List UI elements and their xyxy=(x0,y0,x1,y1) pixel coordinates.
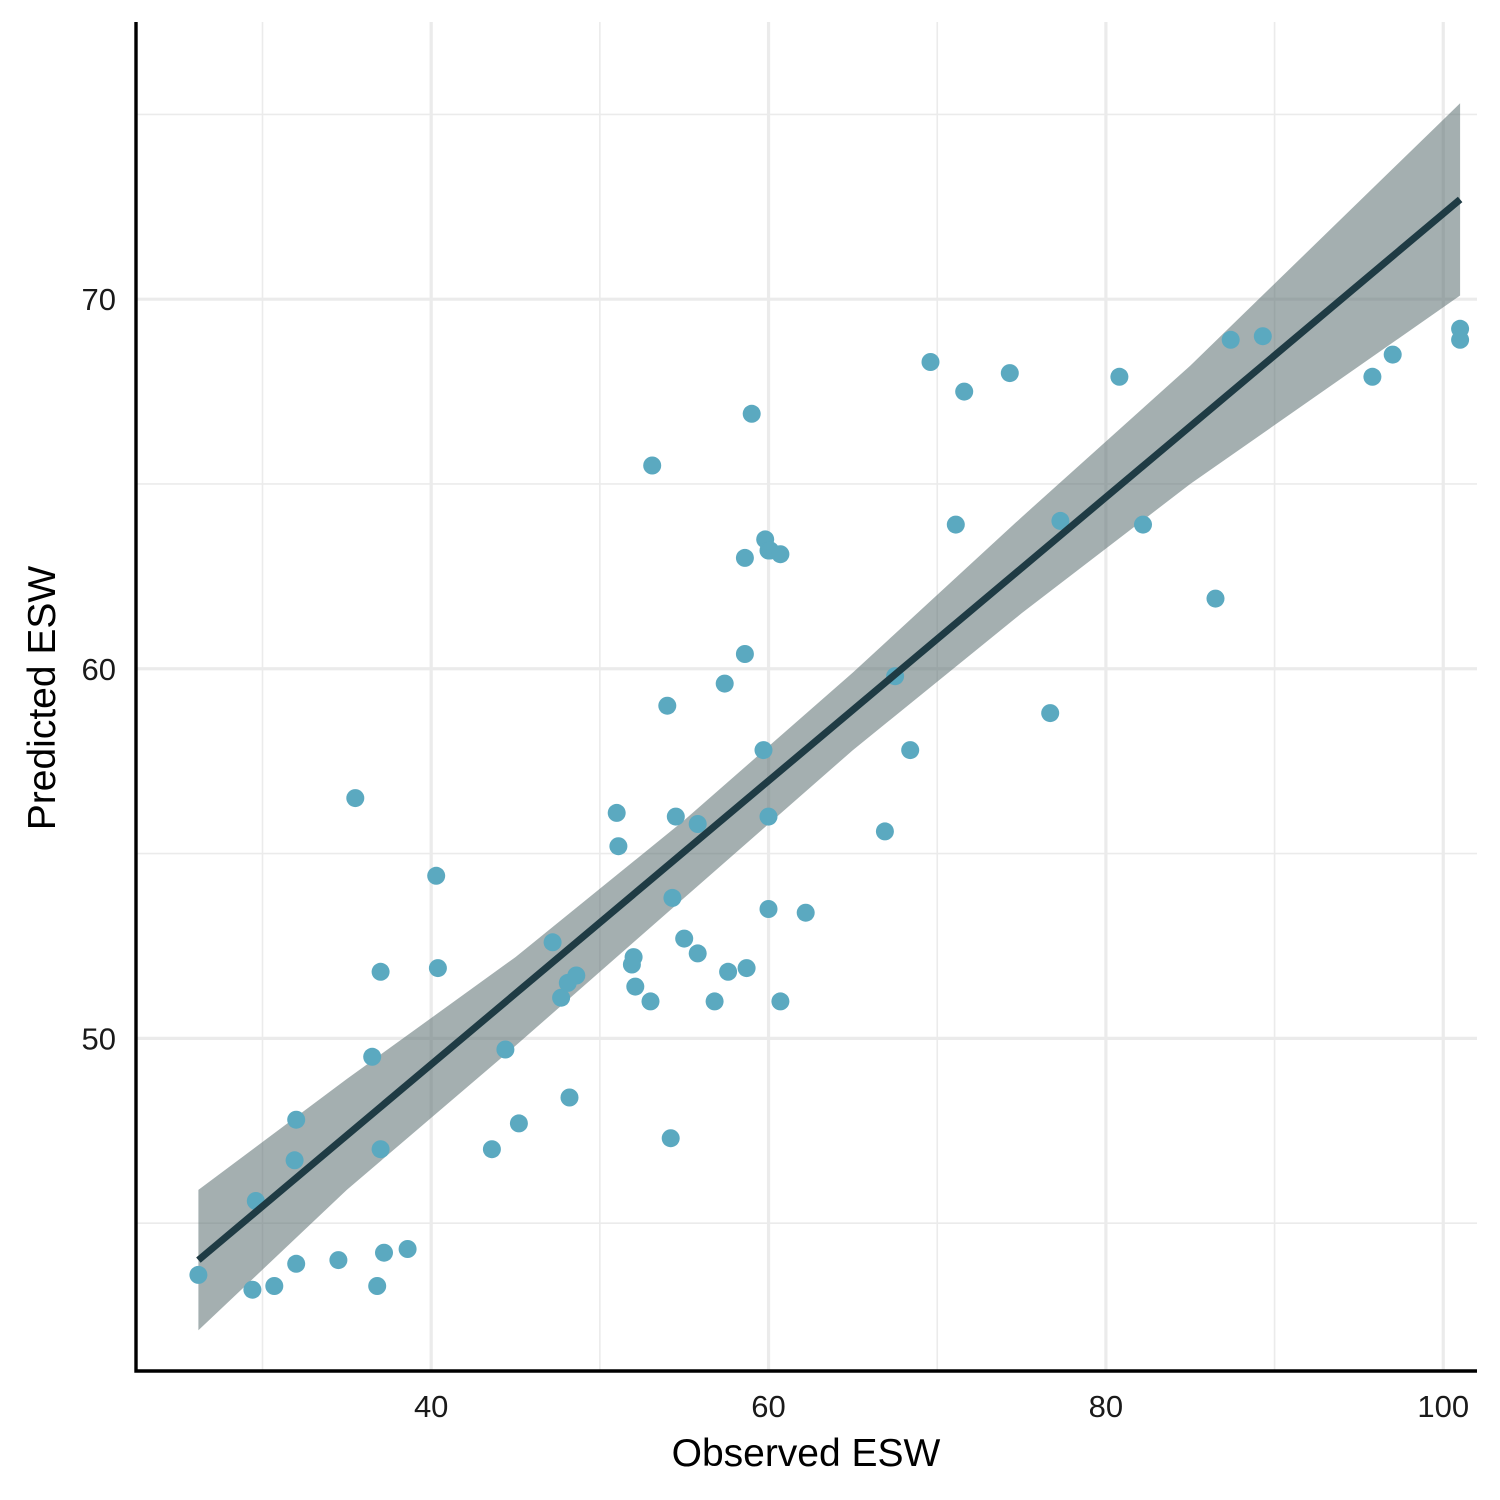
data-point xyxy=(771,545,790,564)
y-axis-title: Predicted ESW xyxy=(21,566,64,831)
y-tick-label: 70 xyxy=(82,282,116,317)
data-point xyxy=(363,1047,382,1066)
data-point xyxy=(1110,367,1129,386)
data-point xyxy=(1383,345,1402,364)
data-point xyxy=(375,1243,393,1262)
data-point xyxy=(496,1040,515,1059)
data-point xyxy=(663,888,682,907)
data-point xyxy=(609,837,628,856)
axes xyxy=(134,22,1477,1373)
data-point xyxy=(482,1140,501,1159)
data-point xyxy=(243,1280,262,1299)
data-point xyxy=(705,992,724,1011)
data-point xyxy=(1221,330,1240,349)
data-point xyxy=(607,803,626,822)
confidence-band xyxy=(198,103,1461,1331)
data-point xyxy=(796,903,815,922)
data-point xyxy=(626,977,645,996)
axis-lines xyxy=(134,22,1477,1373)
data-point xyxy=(735,548,754,567)
data-point xyxy=(754,741,773,760)
data-point xyxy=(737,959,756,978)
data-point xyxy=(329,1251,348,1270)
data-point xyxy=(759,900,778,918)
data-point xyxy=(368,1277,387,1295)
x-axis-title: Observed ESW xyxy=(672,1432,941,1475)
data-point xyxy=(742,404,761,423)
data-point xyxy=(287,1110,306,1129)
data-point xyxy=(666,807,685,826)
data-point xyxy=(735,645,754,663)
y-tick-label: 50 xyxy=(82,1021,116,1056)
data-point xyxy=(675,929,694,948)
data-point xyxy=(719,962,738,981)
data-point xyxy=(398,1240,417,1258)
data-point xyxy=(1000,364,1019,383)
data-point xyxy=(901,741,920,760)
data-point xyxy=(921,353,940,371)
data-point xyxy=(1041,704,1060,723)
confidence-band-layer xyxy=(198,103,1461,1331)
data-point xyxy=(688,815,707,833)
data-point xyxy=(509,1114,528,1133)
tick-labels: 40 60 80 100 50 60 70 xyxy=(82,282,1470,1424)
data-point xyxy=(285,1151,304,1170)
data-point xyxy=(1051,511,1070,530)
data-point xyxy=(771,992,790,1011)
data-point xyxy=(428,959,447,978)
data-point xyxy=(371,962,390,981)
data-point xyxy=(661,1129,680,1148)
data-point xyxy=(552,988,571,1007)
data-point xyxy=(427,866,446,885)
data-points xyxy=(189,319,1470,1299)
data-point xyxy=(624,948,643,967)
data-point xyxy=(688,944,707,963)
data-point xyxy=(560,1088,579,1107)
data-point xyxy=(946,515,965,534)
x-tick-label: 40 xyxy=(414,1389,448,1424)
data-point xyxy=(1253,327,1272,346)
data-point xyxy=(955,382,974,401)
data-point xyxy=(658,696,677,715)
data-point xyxy=(346,789,365,808)
x-tick-label: 80 xyxy=(1089,1389,1123,1424)
fit-line-layer xyxy=(196,196,1463,1263)
data-point xyxy=(759,807,778,826)
data-point xyxy=(1134,515,1152,534)
data-point xyxy=(1363,367,1382,386)
regression-line xyxy=(196,196,1463,1263)
data-point xyxy=(265,1277,284,1295)
data-point xyxy=(567,966,586,985)
x-tick-label: 100 xyxy=(1417,1389,1469,1424)
data-point xyxy=(875,822,894,841)
data-point xyxy=(643,456,662,475)
data-point xyxy=(1451,330,1470,349)
data-point xyxy=(287,1254,306,1273)
data-point xyxy=(371,1140,390,1159)
data-point xyxy=(189,1265,208,1284)
data-point xyxy=(641,992,660,1011)
data-point xyxy=(715,674,734,693)
data-point xyxy=(543,933,562,952)
y-tick-label: 60 xyxy=(82,652,116,687)
x-tick-label: 60 xyxy=(751,1389,785,1424)
data-point xyxy=(1206,589,1225,608)
